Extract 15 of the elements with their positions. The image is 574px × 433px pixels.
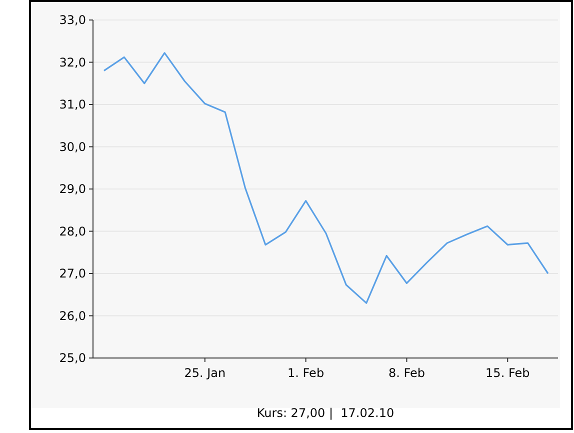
x-tick-label: 1. Feb <box>288 366 324 380</box>
y-tick-label: 33,0 <box>59 13 86 28</box>
text: Kurs: 27,00 | 17.02.10 <box>256 406 394 420</box>
x-tick-label: 8. Feb <box>388 366 425 380</box>
y-tick-label: 25,0 <box>59 351 86 366</box>
y-tick-label: 27,0 <box>59 266 86 281</box>
y-tick-label: 32,0 <box>59 55 86 70</box>
y-tick-label: 29,0 <box>59 182 86 196</box>
y-tick-label: 28,0 <box>59 224 86 238</box>
y-tick-label: 30,0 <box>59 140 86 154</box>
y-tick-label: 31,0 <box>59 98 86 112</box>
x-tick-label: 25. Jan <box>184 366 226 380</box>
y-tick-label: 26,0 <box>59 308 86 323</box>
line-series <box>103 52 549 304</box>
x-tick-label: 15. Feb <box>486 366 530 380</box>
